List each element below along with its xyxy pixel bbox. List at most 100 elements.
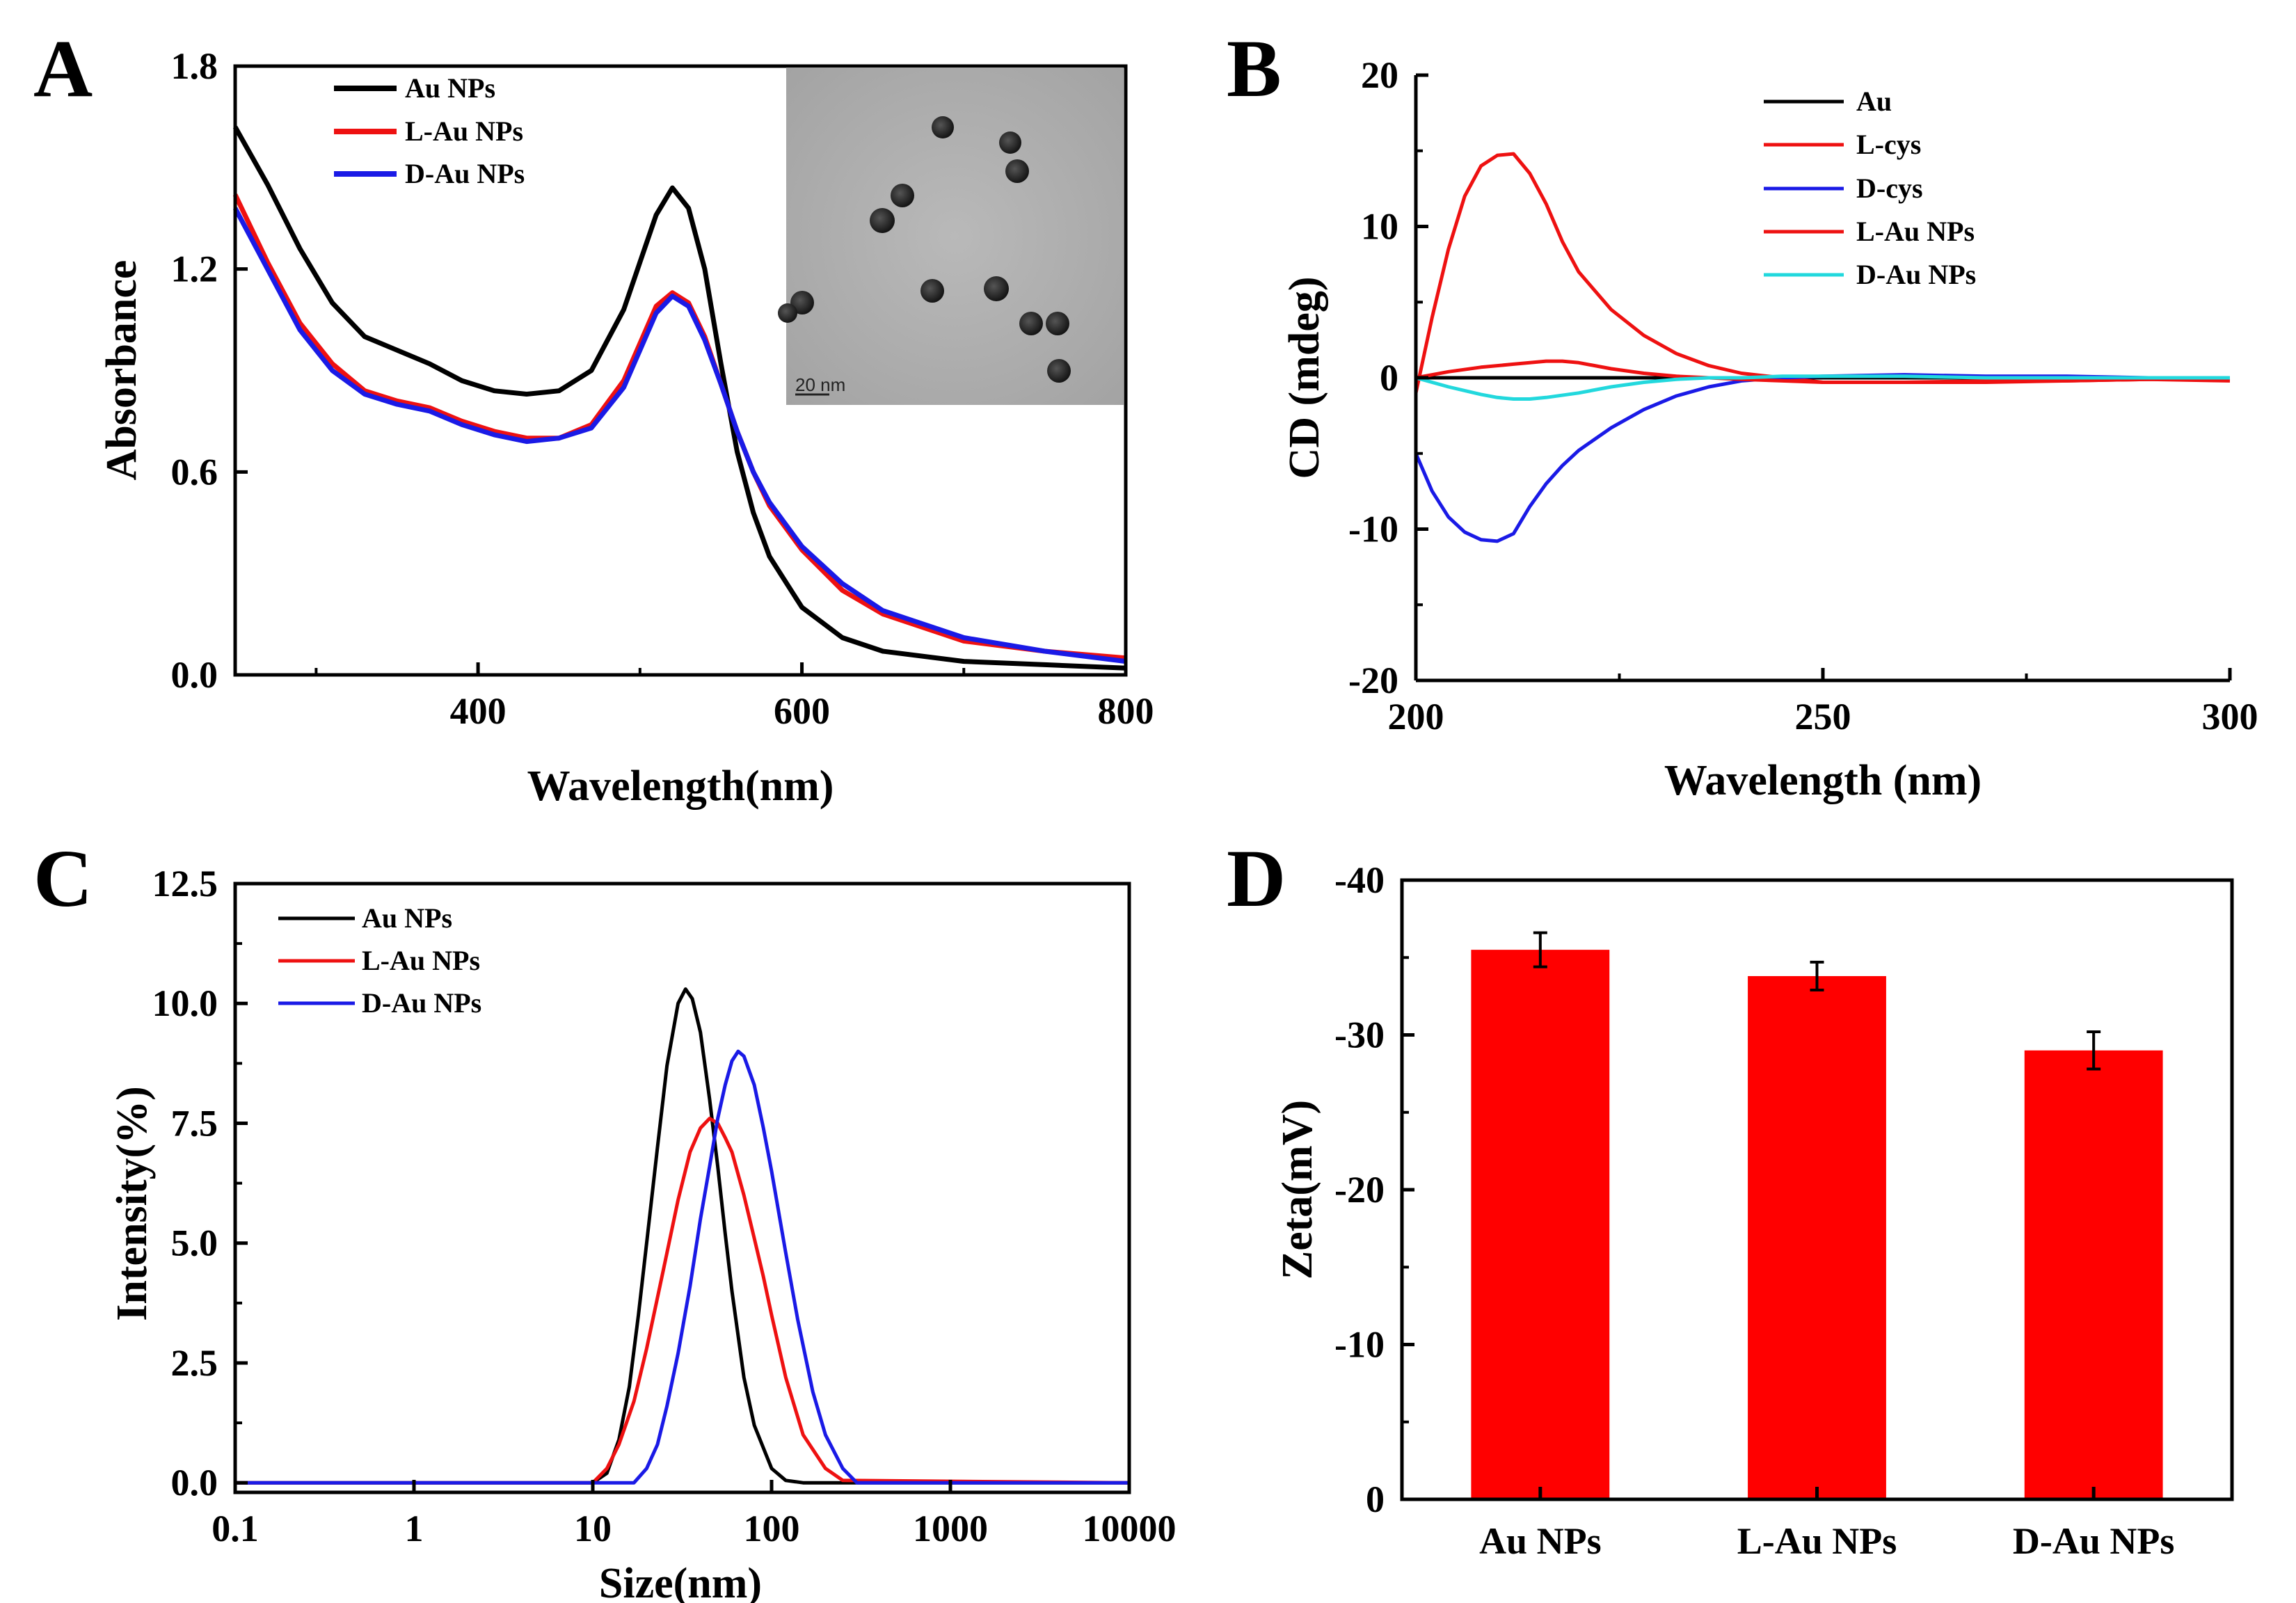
y-tick-label: 10 <box>1361 206 1398 248</box>
y-tick-label: 0.0 <box>171 654 218 696</box>
panel-a: A 0.00.61.21.8 400 600 800 Wavelength(nm) … <box>33 23 1154 810</box>
nanoparticle <box>920 279 944 303</box>
tem-scale-label: 20 nm <box>795 374 845 395</box>
panel-a-frame <box>233 64 1128 677</box>
x-tick-label: 250 <box>1795 696 1851 737</box>
y-tick-label: 12.5 <box>152 863 218 904</box>
x-tick-label: D-Au NPs <box>2013 1520 2175 1562</box>
panel-c-x-label: Size(nm) <box>599 1560 762 1603</box>
y-tick-label: -30 <box>1334 1014 1385 1056</box>
panel-c-x-ticks: 0.1 1 10 100 1000 10000 <box>212 1480 1177 1549</box>
panel-c: C 0.0 2.5 5.0 7.5 10.0 12.5 0.1 1 10 100 1000 1000… <box>33 833 1177 1603</box>
series-line-l-au-nps <box>232 193 1126 661</box>
y-tick-label: -40 <box>1334 859 1385 901</box>
legend-label-au: Au <box>1856 86 1892 117</box>
y-tick-label: 20 <box>1361 54 1398 96</box>
bar-d-au-nps <box>2024 1050 2163 1499</box>
panel-d-x-ticks: Au NPs L-Au NPs D-Au NPs <box>1479 1487 2174 1562</box>
legend-label-d-cys: D-cys <box>1856 173 1923 204</box>
x-tick-label: 400 <box>450 690 507 732</box>
bar-l-au-nps <box>1748 975 1886 1499</box>
y-tick-label: 0 <box>1366 1478 1385 1520</box>
y-tick-label: 1.2 <box>171 248 218 290</box>
nanoparticle <box>1019 312 1043 335</box>
panel-c-legend: Au NPs L-Au NPs D-Au NPs <box>278 902 481 1019</box>
y-tick-label: 10.0 <box>152 982 218 1024</box>
y-tick-label: 5.0 <box>171 1222 218 1264</box>
x-tick-label: L-Au NPs <box>1737 1520 1897 1562</box>
legend-label-d-au-nps: D-Au NPs <box>405 158 525 189</box>
y-tick-label: 2.5 <box>171 1342 218 1384</box>
panel-d: D 0 -10 -20 -30 -40 Au NPs L-Au NPs D-Au NPs Z… <box>1227 833 2234 1562</box>
panel-a-plot-area <box>232 125 1126 671</box>
nanoparticle <box>1046 312 1069 335</box>
x-tick-label: 1000 <box>913 1508 988 1549</box>
series-line-d-au-nps <box>1415 374 2230 401</box>
tem-inset: 20 nm <box>778 67 1124 405</box>
y-tick-label: 0 <box>1380 357 1398 399</box>
nanoparticle <box>790 291 814 314</box>
x-tick-label: 10 <box>574 1508 612 1549</box>
x-tick-label: 1 <box>405 1508 424 1549</box>
legend-label-l-au-nps-dls: L-Au NPs <box>362 945 480 976</box>
nanoparticle <box>1005 159 1029 183</box>
y-tick-label: -10 <box>1334 1324 1385 1366</box>
nanoparticle <box>1047 359 1071 383</box>
series-line-l-au-nps <box>235 1117 1130 1485</box>
x-tick-label: 300 <box>2202 696 2258 737</box>
panel-b-plot-area <box>1414 152 2231 543</box>
panel-d-plot-area <box>1471 931 2163 1499</box>
legend-label-au-nps-dls: Au NPs <box>362 902 452 934</box>
series-line-d-au-nps <box>232 207 1126 664</box>
panel-b-legend: Au L-cys D-cys L-Au NPs D-Au NPs <box>1764 86 1976 290</box>
panel-c-y-ticks: 0.0 2.5 5.0 7.5 10.0 12.5 <box>152 863 248 1504</box>
panel-c-letter: C <box>33 833 93 924</box>
panel-a-y-label: Absorbance <box>98 260 145 481</box>
legend-label-l-au-nps: L-Au NPs <box>405 115 523 147</box>
panel-b-x-ticks: 200 250 300 <box>1388 668 2258 737</box>
nanoparticle <box>999 131 1021 154</box>
series-line-au-nps <box>235 987 1129 1485</box>
panel-b-y-ticks: -20 -10 0 10 20 <box>1348 54 1428 701</box>
panel-c-frame <box>233 882 1131 1494</box>
panel-c-y-label: Intensity(%) <box>109 1086 156 1321</box>
y-tick-label: -10 <box>1348 509 1398 550</box>
x-tick-label: 800 <box>1098 690 1154 732</box>
y-tick-label: 0.0 <box>171 1462 218 1504</box>
x-tick-label: Au NPs <box>1479 1520 1602 1562</box>
series-line-l-au-nps <box>1415 359 2230 384</box>
series-line-d-au-nps <box>235 1049 1129 1485</box>
panel-a-letter: A <box>33 23 93 114</box>
x-tick-label: 0.1 <box>212 1508 259 1549</box>
legend-label-d-au-nps-cd: D-Au NPs <box>1856 259 1976 290</box>
panel-d-y-label: Zeta(mV) <box>1274 1100 1321 1279</box>
panel-a-legend: Au NPs L-Au NPs D-Au NPs <box>334 72 525 189</box>
y-tick-label: 1.8 <box>171 45 218 87</box>
nanoparticle <box>984 276 1009 301</box>
legend-label-l-cys: L-cys <box>1856 129 1921 160</box>
panel-a-x-label: Wavelength(nm) <box>527 763 834 810</box>
tem-inset-background <box>786 67 1124 405</box>
panel-c-plot-area <box>235 987 1130 1485</box>
nanoparticle <box>870 208 895 233</box>
nanoparticle <box>778 303 797 323</box>
series-line-au-nps <box>232 125 1126 671</box>
tem-particles <box>778 116 1071 383</box>
y-tick-label: -20 <box>1348 660 1398 701</box>
panel-d-letter: D <box>1227 833 1286 924</box>
panel-b-letter: B <box>1227 23 1282 114</box>
panel-a-y-ticks: 0.0 0.6 1.2 1.8 <box>171 45 248 696</box>
legend-label-au-nps: Au NPs <box>405 72 495 104</box>
y-tick-label: 0.6 <box>171 451 218 493</box>
x-tick-label: 200 <box>1388 696 1444 737</box>
y-tick-label: -20 <box>1334 1169 1385 1211</box>
panel-b-y-label: CD (mdeg) <box>1281 277 1328 479</box>
panel-a-x-ticks: 400 600 800 <box>314 662 1154 732</box>
x-tick-label: 100 <box>744 1508 800 1549</box>
x-tick-label: 600 <box>774 690 830 732</box>
y-tick-label: 7.5 <box>171 1102 218 1144</box>
bar-au-nps <box>1471 950 1610 1499</box>
x-tick-label: 10000 <box>1083 1508 1177 1549</box>
